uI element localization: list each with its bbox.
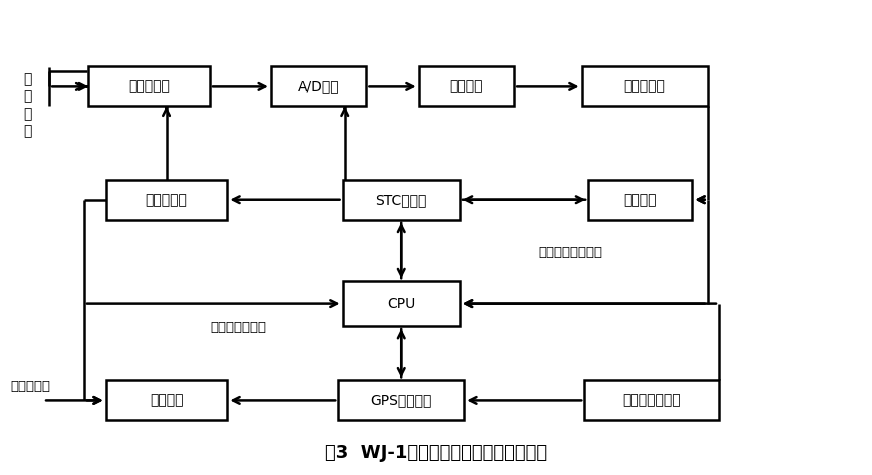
Bar [88,66,210,106]
Text: 角度传感器: 角度传感器 [146,193,187,207]
Bar [582,66,708,106]
Text: 频谱分析仪: 频谱分析仪 [623,79,665,94]
Bar [419,66,514,106]
Text: STC单片机: STC单片机 [376,193,427,207]
Text: GPS定位系统: GPS定位系统 [371,393,432,408]
Text: 电子地图: 电子地图 [150,393,183,408]
Text: 消灭干扰源: 消灭干扰源 [10,380,50,393]
Bar [106,380,228,420]
Text: 干扰信号参数分析: 干扰信号参数分析 [539,246,603,259]
Text: 轨迹、路径计算: 轨迹、路径计算 [210,321,266,334]
Bar [271,66,366,106]
Bar [343,281,460,326]
Text: A/D转换: A/D转换 [298,79,339,94]
Text: 超宽带天线: 超宽带天线 [128,79,170,94]
Text: CPU: CPU [387,296,415,311]
Text: 经度、纬度计算: 经度、纬度计算 [623,393,681,408]
Bar [338,380,464,420]
Text: 干
扰
信
号: 干 扰 信 号 [24,72,31,138]
Text: 滤波处理: 滤波处理 [450,79,483,94]
Text: 步进电机: 步进电机 [623,193,657,207]
Text: 图3  WJ-1型抗干扰侦测系统工作流程图: 图3 WJ-1型抗干扰侦测系统工作流程图 [325,444,547,462]
Bar [584,380,719,420]
Bar [343,180,460,220]
Bar [106,180,228,220]
Bar [588,180,692,220]
